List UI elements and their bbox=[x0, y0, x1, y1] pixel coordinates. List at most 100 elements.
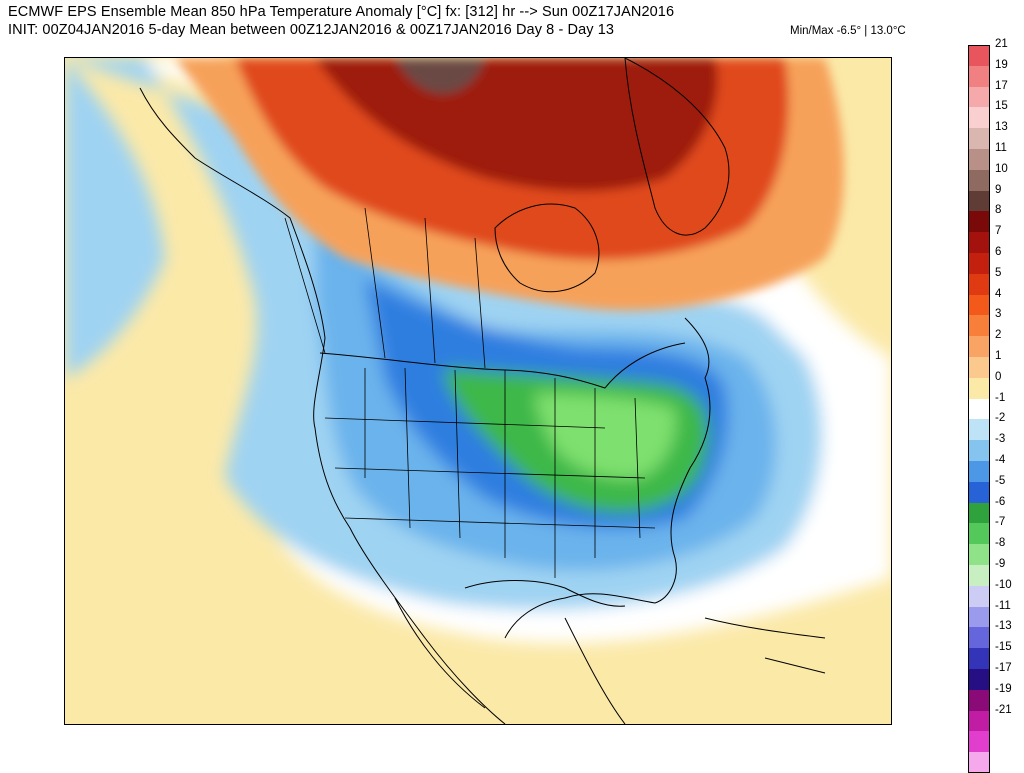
legend-entry: -17 bbox=[968, 662, 1020, 690]
cold-green-light-zone bbox=[535, 393, 676, 479]
legend-label: -5 bbox=[995, 474, 1006, 487]
legend-swatch bbox=[968, 460, 990, 482]
west-coast-line bbox=[139, 87, 506, 724]
legend-swatch bbox=[968, 440, 990, 461]
legend-swatch bbox=[968, 564, 990, 586]
legend-label: 21 bbox=[995, 38, 1008, 50]
legend-swatch bbox=[968, 710, 990, 732]
legend-swatch bbox=[968, 523, 990, 545]
legend-swatch bbox=[968, 107, 990, 129]
legend-entry: 3 bbox=[968, 308, 1020, 337]
legend-label: 5 bbox=[995, 266, 1002, 279]
legend-entry: 1 bbox=[968, 350, 1020, 378]
caribbean-line bbox=[704, 617, 826, 674]
map-title: ECMWF EPS Ensemble Mean 850 hPa Temperat… bbox=[8, 4, 675, 20]
legend-entry: -10 bbox=[968, 579, 1020, 607]
legend-swatch bbox=[968, 65, 990, 87]
legend-label: 3 bbox=[995, 308, 1002, 321]
legend-swatch bbox=[968, 45, 990, 66]
legend-entry: 2 bbox=[968, 329, 1020, 357]
legend-swatch bbox=[968, 86, 990, 108]
mexico-line bbox=[394, 597, 626, 724]
legend-label: 9 bbox=[995, 183, 1002, 196]
legend-entry: 5 bbox=[968, 267, 1020, 295]
us-canada-border bbox=[319, 342, 686, 389]
legend-swatch bbox=[968, 752, 990, 773]
legend-entry: -3 bbox=[968, 433, 1020, 461]
legend-swatch bbox=[968, 232, 990, 253]
legend-label: 7 bbox=[995, 225, 1002, 238]
legend-entry: 11 bbox=[968, 142, 1020, 170]
legend-entry: 19 bbox=[968, 59, 1020, 87]
legend-swatch bbox=[968, 419, 990, 441]
legend-swatch bbox=[968, 169, 990, 191]
legend-entry: 7 bbox=[968, 225, 1020, 253]
legend-label: -9 bbox=[995, 557, 1006, 570]
gulf-coast-line bbox=[464, 580, 626, 607]
legend-entry: -21 bbox=[968, 704, 1020, 732]
legend-swatch bbox=[968, 336, 990, 357]
legend-entry: -11 bbox=[968, 600, 1020, 628]
legend-entry: 8 bbox=[968, 204, 1020, 233]
state-line bbox=[324, 417, 656, 529]
legend-entry: -19 bbox=[968, 683, 1020, 711]
legend-label: -21 bbox=[995, 703, 1012, 716]
legend-entry: 0 bbox=[968, 371, 1020, 399]
legend-label: -13 bbox=[995, 620, 1012, 633]
legend-label: -6 bbox=[995, 495, 1006, 508]
legend-entry: 10 bbox=[968, 163, 1020, 191]
legend-swatch bbox=[968, 481, 990, 503]
legend-swatch bbox=[968, 502, 990, 524]
legend-swatch bbox=[968, 606, 990, 628]
legend-label: -19 bbox=[995, 682, 1012, 695]
legend-entry: 21 bbox=[968, 38, 1020, 66]
province-line bbox=[284, 207, 486, 369]
legend-entry: -4 bbox=[968, 454, 1020, 482]
warm-dark-zone bbox=[315, 58, 718, 192]
legend-label: 11 bbox=[995, 141, 1007, 154]
legend-label: 13 bbox=[995, 121, 1008, 134]
legend-swatch bbox=[968, 356, 990, 378]
legend-swatch bbox=[968, 315, 990, 337]
legend-swatch bbox=[968, 211, 990, 233]
legend-label: -2 bbox=[995, 412, 1006, 425]
legend-label: -4 bbox=[995, 453, 1006, 466]
legend-label: 15 bbox=[995, 100, 1008, 113]
legend-entry: 15 bbox=[968, 100, 1020, 129]
legend-entry: -15 bbox=[968, 641, 1020, 669]
legend-label: -10 bbox=[995, 578, 1012, 591]
coastlines bbox=[139, 58, 826, 724]
legend-swatch bbox=[968, 731, 990, 753]
legend-entry: 13 bbox=[968, 121, 1020, 149]
legend-entry: -7 bbox=[968, 516, 1020, 545]
legend-label: -7 bbox=[995, 516, 1006, 529]
legend-label: -8 bbox=[995, 537, 1006, 550]
legend-swatch bbox=[968, 627, 990, 649]
legend-swatch bbox=[968, 273, 990, 295]
legend-entry: -5 bbox=[968, 475, 1020, 503]
east-coast-line bbox=[504, 317, 711, 639]
legend-label: 1 bbox=[995, 349, 1002, 362]
legend-swatch bbox=[968, 148, 990, 170]
anomaly-map bbox=[64, 57, 892, 725]
legend-entry: 17 bbox=[968, 80, 1020, 108]
legend-label: -1 bbox=[995, 391, 1006, 404]
legend-label: 17 bbox=[995, 79, 1008, 92]
legend-entry: -8 bbox=[968, 537, 1020, 565]
legend-label: 0 bbox=[995, 370, 1002, 383]
legend-swatch bbox=[968, 294, 990, 316]
legend-swatch bbox=[968, 689, 990, 711]
state-line bbox=[364, 367, 641, 578]
legend-entry: -1 bbox=[968, 392, 1020, 420]
greenland-line bbox=[624, 58, 730, 236]
hudson-bay-line bbox=[494, 203, 600, 293]
legend-label: 8 bbox=[995, 204, 1002, 217]
legend-label: -15 bbox=[995, 641, 1012, 654]
legend-label: 19 bbox=[995, 58, 1008, 71]
legend-label: -3 bbox=[995, 433, 1006, 446]
legend-swatch bbox=[968, 648, 990, 669]
legend-label: 10 bbox=[995, 162, 1008, 175]
warm-brown-zone bbox=[395, 58, 485, 94]
legend-swatch bbox=[968, 585, 990, 607]
legend-entry: 4 bbox=[968, 288, 1020, 316]
